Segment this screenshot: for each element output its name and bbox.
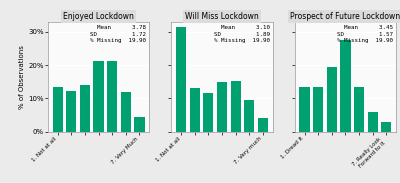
Bar (368, 112, 378, 132)
Bar (66, 91, 76, 132)
Bar (354, 87, 364, 132)
Bar (94, 61, 104, 132)
Bar (244, 100, 254, 132)
Bar (52, 87, 63, 132)
Bar (80, 85, 90, 132)
Bar (230, 81, 241, 132)
Text: Mean      3.45
SD          1.57
% Missing  19.90: Mean 3.45 SD 1.57 % Missing 19.90 (337, 25, 393, 43)
Bar (121, 92, 131, 132)
Bar (313, 87, 323, 132)
Bar (300, 87, 310, 132)
Title: Enjoyed Lockdown: Enjoyed Lockdown (63, 12, 134, 21)
Bar (327, 67, 337, 132)
Bar (176, 27, 186, 132)
Y-axis label: % of Observations: % of Observations (20, 45, 26, 109)
Bar (217, 82, 227, 132)
Bar (258, 118, 268, 132)
Bar (203, 94, 214, 132)
Title: Prospect of Future Lockdown: Prospect of Future Lockdown (290, 12, 400, 21)
Text: Mean      3.78
SD          1.72
% Missing  19.90: Mean 3.78 SD 1.72 % Missing 19.90 (90, 25, 146, 43)
Bar (107, 61, 117, 132)
Bar (381, 122, 392, 132)
Bar (340, 40, 350, 132)
Title: Will Miss Lockdown: Will Miss Lockdown (185, 12, 259, 21)
Bar (190, 88, 200, 132)
Text: Mean      3.10
SD          1.89
% Missing  19.90: Mean 3.10 SD 1.89 % Missing 19.90 (214, 25, 270, 43)
Bar (134, 117, 144, 132)
